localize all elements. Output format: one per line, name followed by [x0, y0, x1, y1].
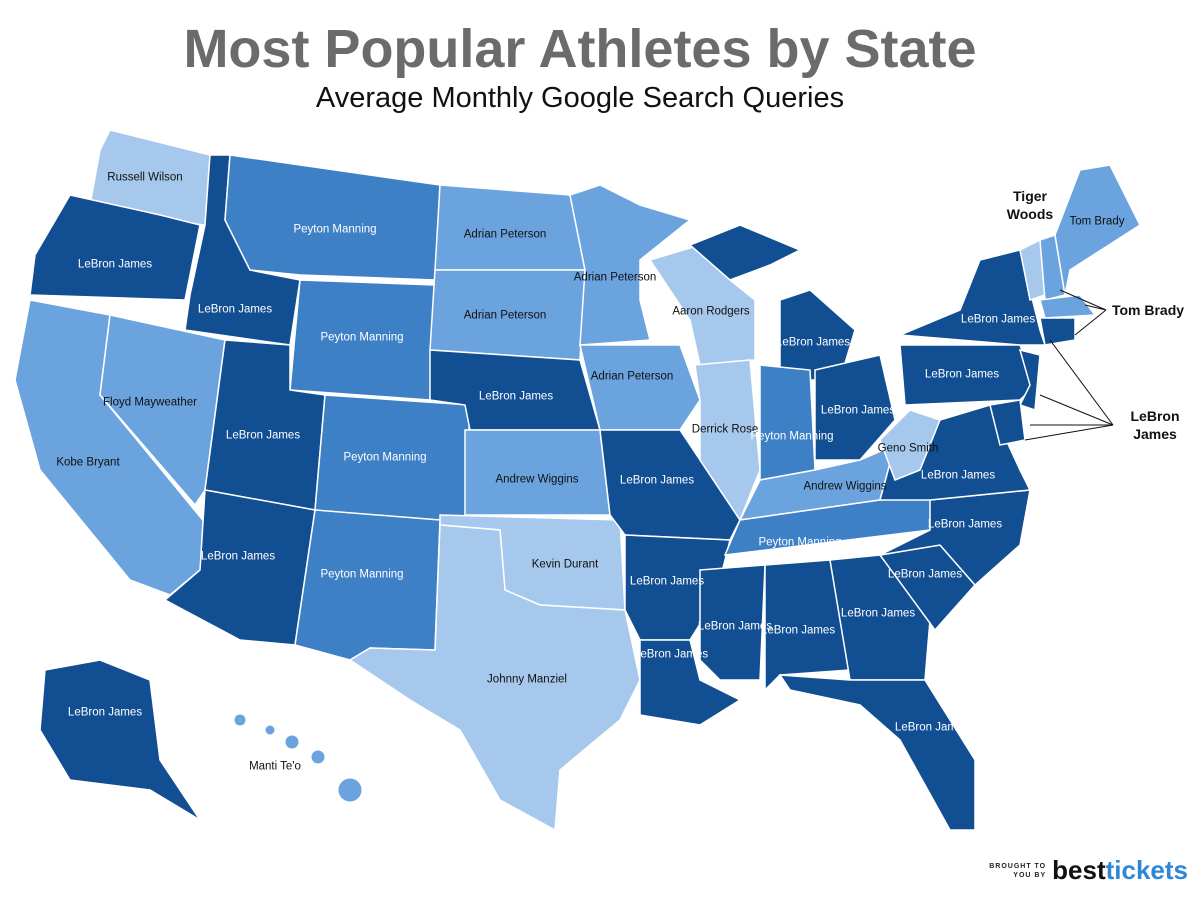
state-label: LeBron James	[633, 648, 709, 661]
state-label: Adrian Peterson	[573, 271, 657, 284]
callout-label: Tom Brady	[1111, 302, 1185, 318]
state-label: Derrick Rose	[691, 423, 759, 436]
state-label: Kevin Durant	[531, 558, 599, 571]
footer-small: BROUGHT TO YOU BY	[989, 862, 1047, 879]
state-label: Floyd Mayweather	[103, 396, 197, 409]
state-label: Peyton Manning	[343, 451, 427, 464]
state-label: LeBron James	[924, 368, 1000, 381]
state	[224, 154, 441, 281]
state-label: Peyton Manning	[320, 568, 404, 581]
state	[879, 409, 941, 481]
state	[99, 314, 226, 507]
state-label: Andrew Wiggins	[495, 473, 579, 486]
title: Most Popular Athletes by State	[183, 19, 977, 79]
callout-label: LeBron James	[1130, 408, 1180, 442]
state	[699, 564, 766, 681]
state-label: Russell Wilson	[107, 171, 183, 184]
callout-label: Tiger Woods	[1006, 188, 1054, 222]
state-label: Manti Te'o	[249, 760, 301, 773]
state-label: LeBron James	[225, 429, 301, 442]
state	[1054, 164, 1141, 296]
state-label: Adrian Peterson	[590, 370, 674, 383]
state-label: LeBron James	[894, 721, 970, 734]
state	[879, 404, 1032, 501]
leader-line	[1084, 304, 1107, 311]
state-label: LeBron James	[697, 620, 773, 633]
leader-line	[1074, 309, 1107, 336]
state-label: Tom Brady	[1069, 215, 1125, 228]
subtitle: Average Monthly Google Search Queries	[315, 82, 845, 114]
state	[264, 724, 276, 736]
state-label: Kobe Bryant	[56, 456, 120, 469]
state	[778, 674, 976, 831]
state-label: LeBron James	[77, 258, 153, 271]
leader-line	[1024, 424, 1114, 441]
state	[348, 524, 641, 832]
state	[233, 713, 247, 727]
state	[569, 184, 692, 346]
state-label: Peyton Manning	[758, 536, 842, 549]
state-label: Andrew Wiggins	[803, 480, 887, 493]
state	[1039, 294, 1097, 319]
state	[310, 749, 326, 765]
leader-line	[1059, 289, 1107, 311]
state-label: LeBron James	[200, 550, 276, 563]
state	[294, 509, 441, 661]
state	[829, 554, 931, 681]
brand: besttickets	[1052, 855, 1188, 886]
state	[579, 344, 701, 431]
state-label: LeBron James	[67, 706, 143, 719]
state	[1018, 348, 1041, 412]
state-label: LeBron James	[927, 518, 1003, 531]
leader-line	[1049, 339, 1114, 426]
state-label: LeBron James	[760, 624, 836, 637]
state-label: Peyton Manning	[320, 331, 404, 344]
state-label: Peyton Manning	[750, 430, 834, 443]
state	[337, 777, 363, 803]
state-label: LeBron James	[197, 303, 273, 316]
state	[639, 639, 742, 726]
state	[688, 224, 802, 281]
state	[814, 354, 896, 461]
state	[1039, 317, 1076, 346]
state-label: Geno Smith	[877, 442, 939, 455]
state-label: LeBron James	[960, 313, 1036, 326]
footer: BROUGHT TO YOU BY besttickets	[976, 855, 1188, 886]
state-label: LeBron James	[775, 336, 851, 349]
state-label: Adrian Peterson	[463, 309, 547, 322]
state-label: LeBron James	[840, 607, 916, 620]
state-label: Adrian Peterson	[463, 228, 547, 241]
state-label: LeBron James	[619, 474, 695, 487]
state-label: LeBron James	[629, 575, 705, 588]
state-label: LeBron James	[887, 568, 963, 581]
state-label: Peyton Manning	[293, 223, 377, 236]
brand-part: tickets	[1105, 855, 1188, 885]
state-label: LeBron James	[920, 469, 996, 482]
leader-line	[1039, 394, 1114, 426]
brand-part: best	[1052, 855, 1106, 885]
state-label: LeBron James	[478, 390, 554, 403]
state	[39, 659, 201, 821]
state	[879, 489, 1031, 587]
state-label: Johnny Manziel	[487, 673, 567, 686]
state	[284, 734, 300, 750]
state	[29, 194, 201, 301]
state-label: Aaron Rodgers	[672, 305, 750, 318]
state-label: LeBron James	[820, 404, 896, 417]
state	[764, 559, 851, 692]
